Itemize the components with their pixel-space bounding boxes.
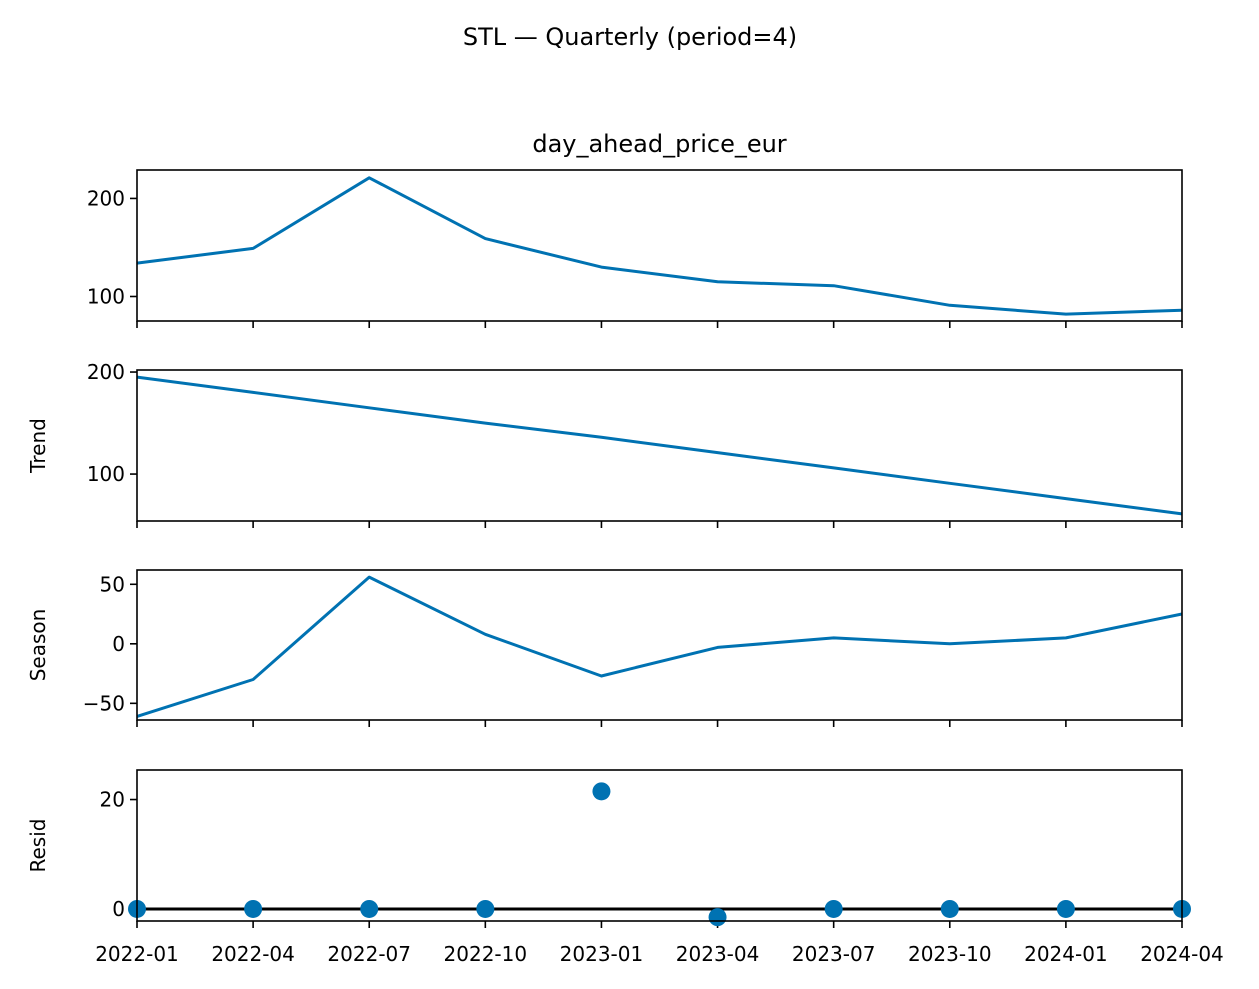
series-line-trend — [136, 375, 1183, 516]
ylabel-season: Season — [26, 609, 50, 682]
resid-point-8 — [1056, 899, 1075, 918]
resid-point-1 — [244, 899, 263, 918]
resid-point-6 — [824, 899, 843, 918]
ytick-label-trend-200: 200 — [87, 360, 125, 384]
xtick-label-9: 2024-04 — [1140, 942, 1224, 966]
series-line-season — [136, 575, 1183, 718]
ytick-label-season--50: −50 — [83, 691, 125, 715]
ytick-label-resid-0: 0 — [112, 897, 125, 921]
resid-point-4 — [592, 782, 611, 801]
ytick-label-observed-200: 200 — [87, 186, 125, 210]
ytick-label-trend-100: 100 — [87, 462, 125, 486]
xtick-label-5: 2023-04 — [676, 942, 760, 966]
ytick-label-season-50: 50 — [100, 572, 125, 596]
chart-title: STL — Quarterly (period=4) — [463, 23, 797, 51]
panels-group: day_ahead_price_eur100200Trend100200Seas… — [26, 130, 1224, 966]
panel-title-observed: day_ahead_price_eur — [532, 130, 786, 158]
panel-frame-season — [136, 569, 1183, 721]
xtick-label-4: 2023-01 — [560, 942, 644, 966]
panel-frame-trend — [136, 369, 1183, 522]
panel-frame-observed — [136, 169, 1183, 322]
xtick-label-2: 2022-07 — [327, 942, 411, 966]
ylabel-trend: Trend — [26, 418, 50, 474]
xtick-label-6: 2023-07 — [792, 942, 876, 966]
ytick-label-resid-20: 20 — [100, 788, 125, 812]
xtick-label-0: 2022-01 — [95, 942, 179, 966]
ytick-label-season-0: 0 — [112, 632, 125, 656]
resid-point-3 — [476, 899, 495, 918]
resid-point-2 — [360, 899, 379, 918]
series-line-observed — [136, 176, 1183, 316]
xtick-label-1: 2022-04 — [211, 942, 295, 966]
xtick-label-8: 2024-01 — [1024, 942, 1108, 966]
ytick-label-observed-100: 100 — [87, 284, 125, 308]
xtick-label-3: 2022-10 — [444, 942, 528, 966]
resid-point-7 — [940, 899, 959, 918]
ylabel-resid: Resid — [26, 819, 50, 873]
xtick-label-7: 2023-10 — [908, 942, 992, 966]
panel-frame-resid — [136, 769, 1183, 922]
resid-point-5 — [708, 908, 727, 927]
